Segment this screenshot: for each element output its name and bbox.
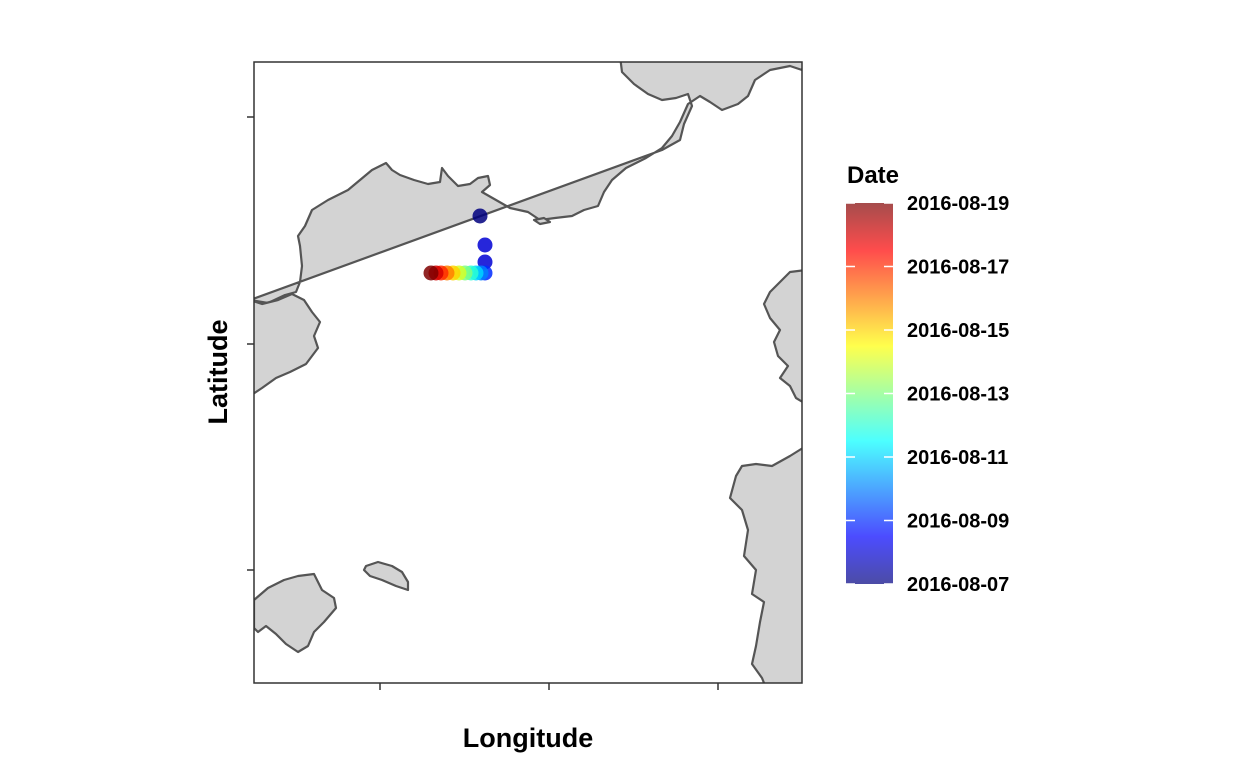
x-axis-title: Longitude bbox=[463, 723, 593, 753]
legend-label: 2016-08-07 bbox=[907, 574, 1009, 596]
legend-ticks bbox=[846, 202, 893, 585]
legend-labels: 2016-08-19 2016-08-17 2016-08-15 2016-08-13… bbox=[907, 193, 1009, 596]
land-islet bbox=[532, 216, 552, 226]
land-spain bbox=[254, 292, 322, 395]
legend-label: 2016-08-09 bbox=[907, 511, 1009, 533]
sea-area bbox=[254, 62, 802, 683]
legend-label: 2016-08-11 bbox=[907, 447, 1008, 469]
panel-border bbox=[253, 61, 803, 684]
legend-label: 2016-08-13 bbox=[907, 384, 1009, 406]
y-axis-ticks bbox=[247, 116, 254, 571]
legend-label: 2016-08-17 bbox=[907, 257, 1009, 279]
track-point bbox=[477, 237, 493, 253]
track-point bbox=[423, 265, 439, 281]
legend-title: Date bbox=[847, 162, 899, 189]
legend-label: 2016-08-19 bbox=[907, 193, 1009, 215]
land-mainland-france bbox=[254, 62, 802, 305]
x-axis-ticks bbox=[379, 683, 719, 690]
track-point bbox=[472, 208, 488, 224]
y-axis-title: Latitude bbox=[203, 320, 233, 425]
land-corsica bbox=[762, 269, 802, 403]
track-points bbox=[423, 208, 493, 281]
land-menorca bbox=[362, 560, 410, 592]
land-mallorca bbox=[254, 572, 338, 654]
map-panel bbox=[253, 61, 803, 684]
legend-label: 2016-08-15 bbox=[907, 320, 1009, 342]
land-sardinia bbox=[728, 447, 802, 683]
legend: Date 2016-08-192016-08-172016-08-152016-… bbox=[846, 162, 1009, 596]
